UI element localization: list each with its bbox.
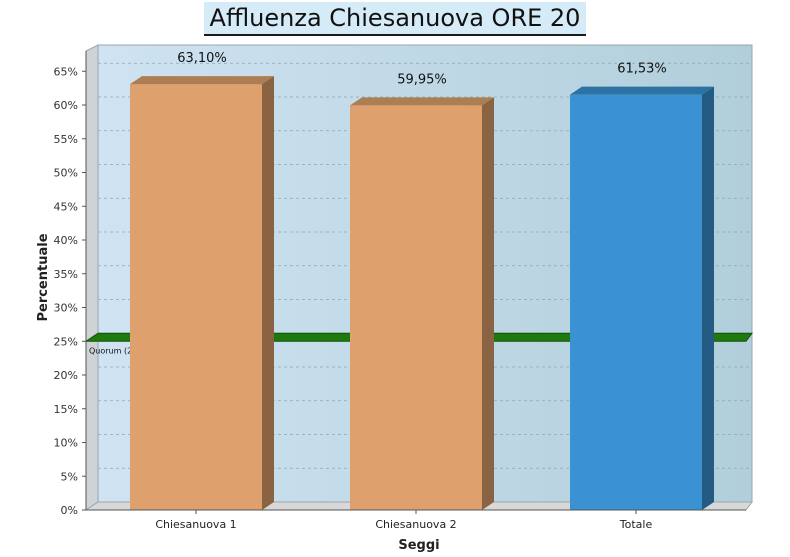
y-tick-label: 0% [61, 504, 78, 517]
labels: 63,10% 59,95% 61,53% Seggi Percentuale [36, 51, 667, 553]
y-tick-label: 5% [61, 470, 78, 483]
x-tick-label: Chiesanuova 2 [375, 518, 456, 531]
bar [130, 84, 262, 510]
y-tick-label: 30% [54, 302, 78, 315]
bar-group [350, 97, 494, 511]
y-tick-label: 45% [54, 200, 78, 213]
data-label: 61,53% [617, 62, 667, 77]
data-label: 59,95% [397, 72, 447, 87]
quorum-label: Quorum (25%) [89, 346, 148, 355]
y-tick-label: 65% [54, 65, 78, 78]
y-tick-label: 55% [54, 133, 78, 146]
chart-title: Affluenza Chiesanuova ORE 20 [203, 2, 587, 36]
bar-group [130, 76, 274, 510]
y-tick-label: 40% [54, 234, 78, 247]
title-wrap: Affluenza Chiesanuova ORE 20 [0, 0, 790, 42]
y-axis-title: Percentuale [36, 233, 51, 321]
bar-top [130, 76, 274, 85]
y-tick-label: 35% [54, 268, 78, 281]
bar-side [702, 86, 714, 511]
x-tick-label: Totale [619, 518, 653, 531]
bar-group [570, 86, 714, 511]
axes: 0% 5% 10% 15% 20% 25% 30% 35% 40% 45% 50% 55% 60% 65%… [54, 51, 746, 531]
bar [570, 94, 702, 511]
x-axis-title: Seggi [398, 538, 439, 553]
data-label: 63,10% [177, 51, 227, 66]
y-tick-label: 50% [54, 167, 78, 180]
y-tick-label: 15% [54, 403, 78, 416]
bar [350, 105, 482, 511]
bar-top [570, 86, 714, 95]
bars [130, 76, 714, 511]
bar-side [262, 76, 274, 510]
bar-top [350, 97, 494, 106]
y-tick-label: 10% [54, 437, 78, 450]
y-tick-label: 20% [54, 369, 78, 382]
y-tick-label: 25% [54, 335, 78, 348]
y-tick-label: 60% [54, 99, 78, 112]
x-tick-label: Chiesanuova 1 [155, 518, 236, 531]
bar-side [482, 97, 494, 511]
plot-left-wall [85, 44, 99, 511]
